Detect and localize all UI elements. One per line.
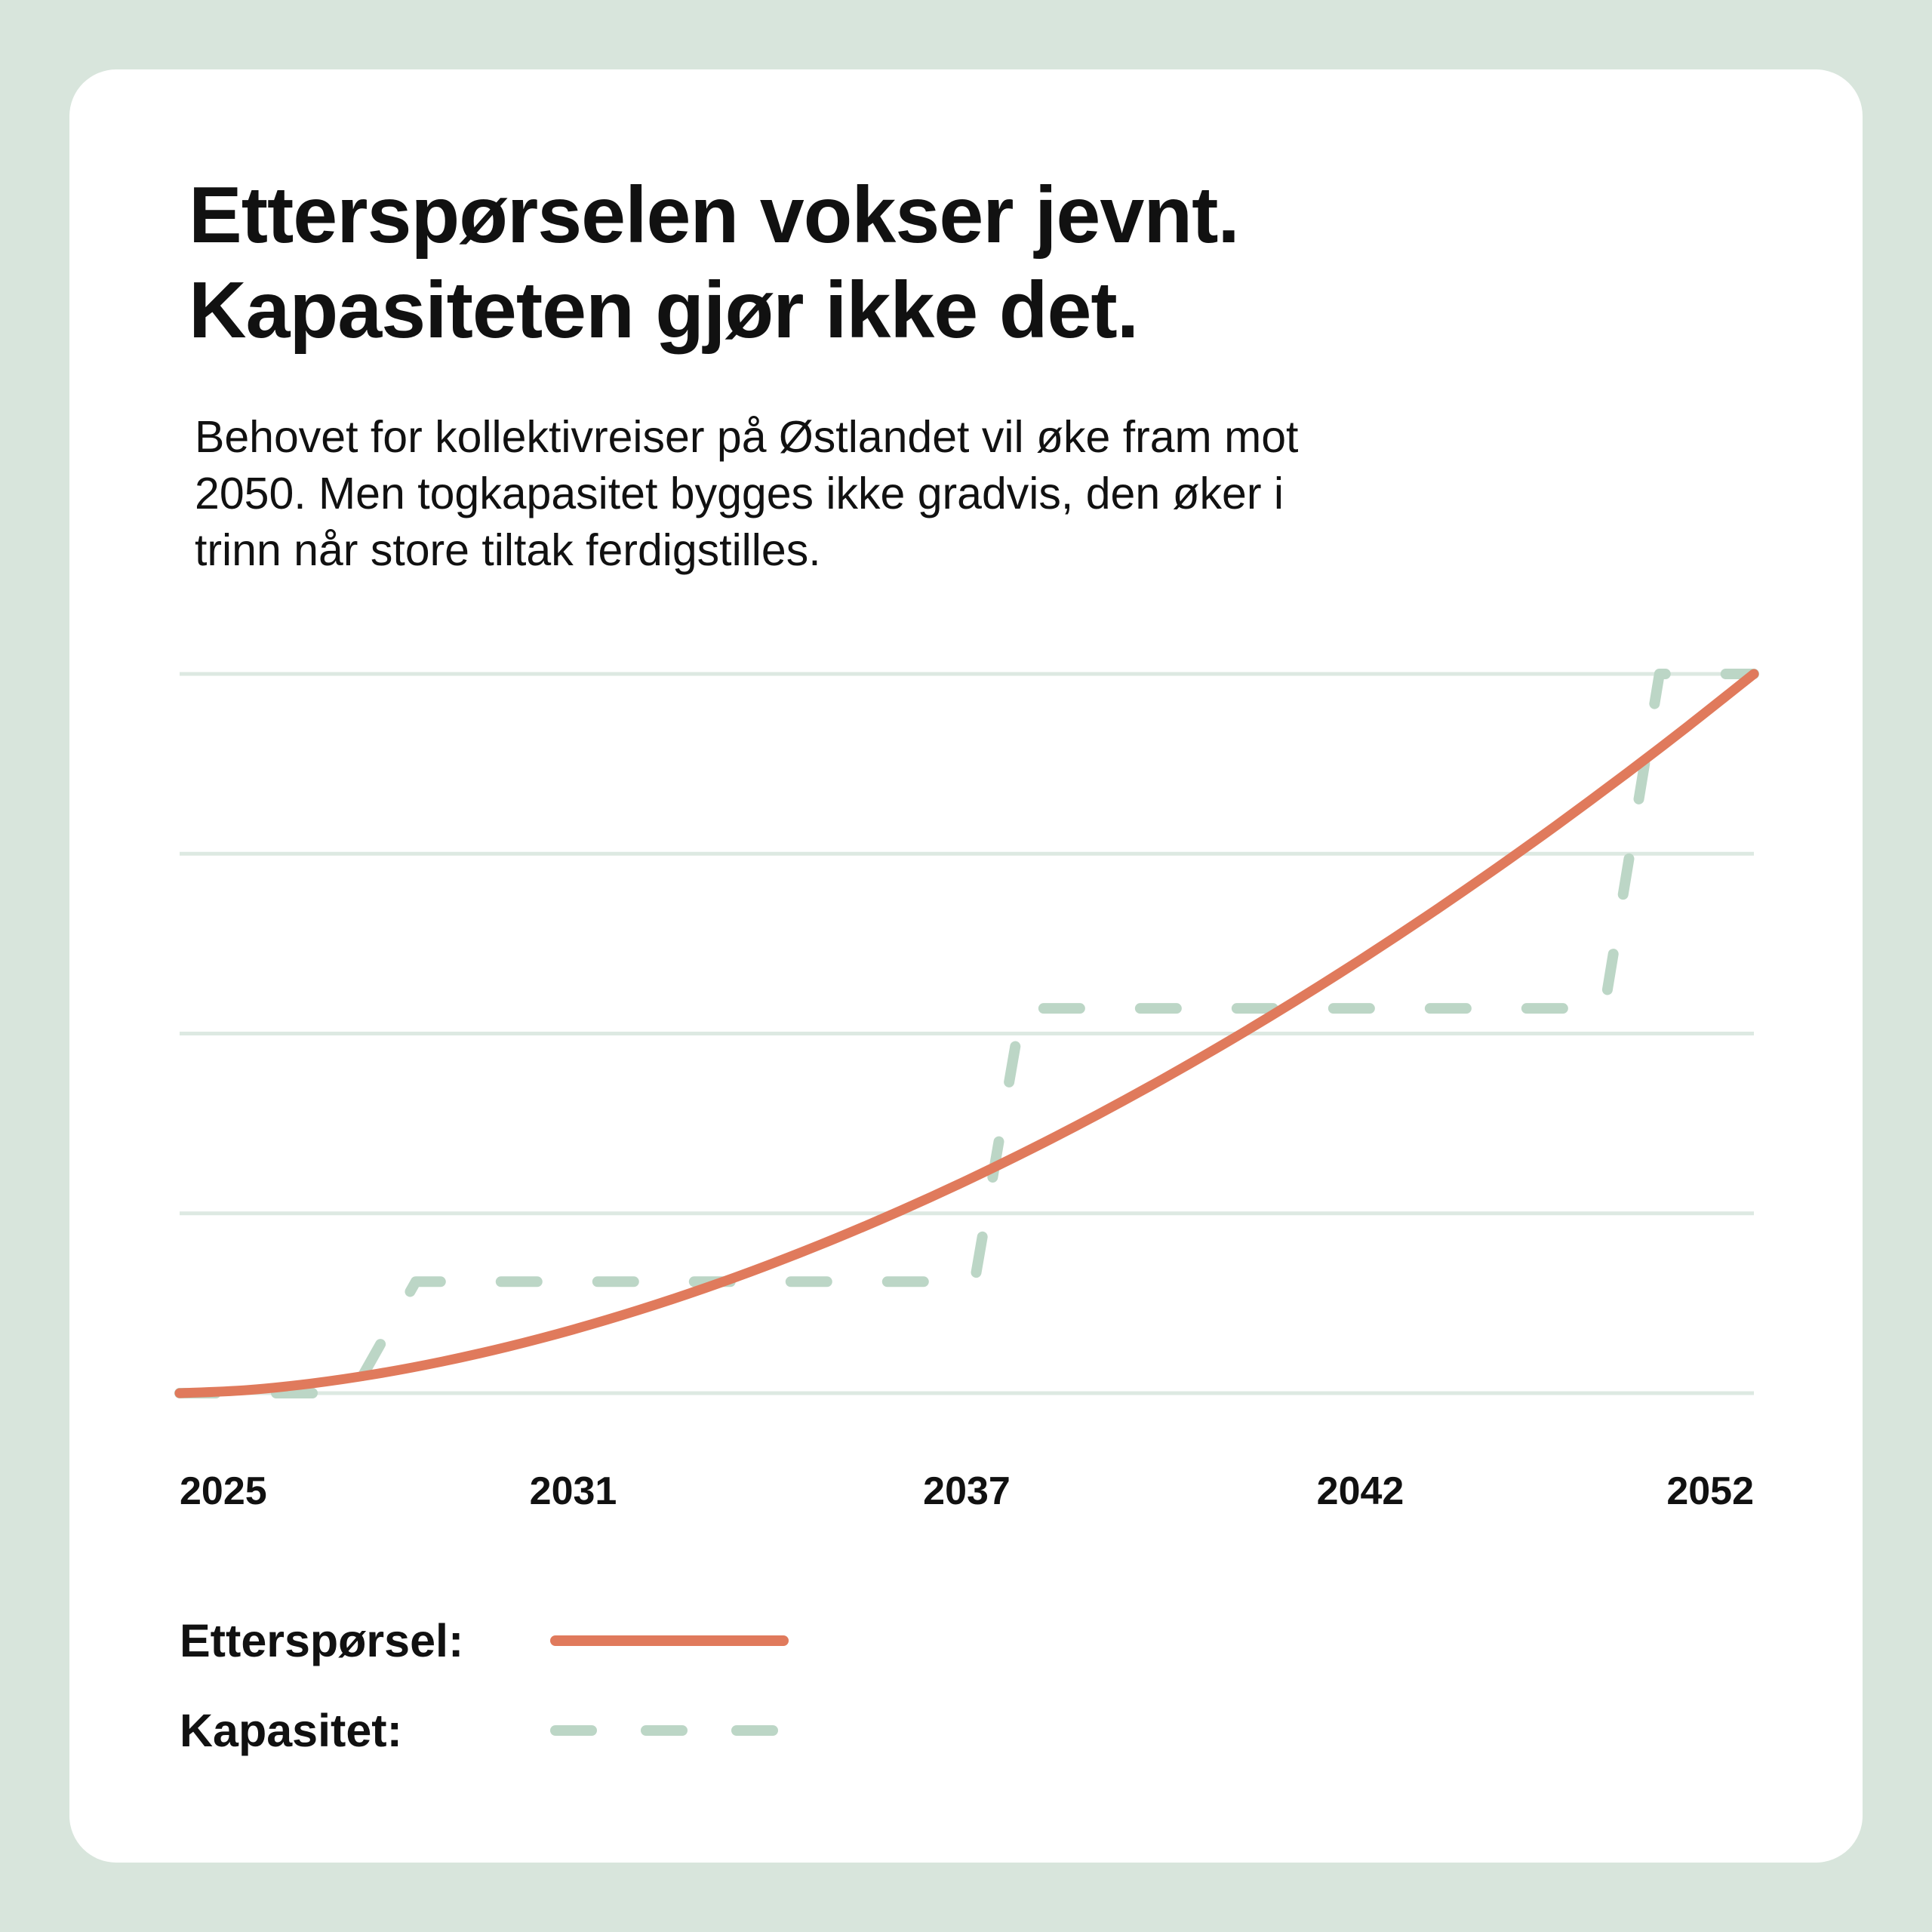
chart-card (69, 69, 1863, 1863)
legend-label-capacity: Kapasitet: (180, 1705, 402, 1756)
x-tick-label-2025: 2025 (180, 1469, 267, 1513)
x-tick-label-2042: 2042 (1317, 1469, 1404, 1513)
chart-title-line-1: Etterspørselen vokser jevnt. (189, 171, 1240, 260)
chart-subtitle-line-2: 2050. Men togkapasitet bygges ikke gradv… (195, 469, 1284, 518)
chart-title: Etterspørselen vokser jevnt. Kapasiteten… (189, 168, 1240, 358)
legend-item-capacity: Kapasitet: (180, 1697, 791, 1764)
legend-swatch-demand (550, 1635, 789, 1646)
chart-title-line-2: Kapasiteten gjør ikke det. (189, 266, 1139, 355)
chart-subtitle: Behovet for kollektivreiser på Østlandet… (195, 409, 1523, 579)
legend-item-demand: Etterspørsel: (180, 1607, 791, 1675)
x-tick-label-2037: 2037 (923, 1469, 1011, 1513)
chart-subtitle-line-1: Behovet for kollektivreiser på Østlandet… (195, 412, 1299, 462)
legend-label-demand: Etterspørsel: (180, 1615, 464, 1666)
chart-subtitle-line-3: trinn når store tiltak ferdigstilles. (195, 525, 821, 575)
x-tick-label-2052: 2052 (1666, 1469, 1754, 1513)
legend-swatch-capacity (550, 1725, 789, 1736)
series-line-ettersporsel (174, 669, 1759, 1398)
x-tick-label-2031: 2031 (530, 1469, 617, 1513)
